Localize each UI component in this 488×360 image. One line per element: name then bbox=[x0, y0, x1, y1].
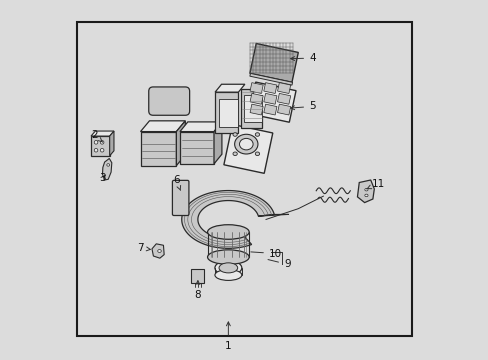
Bar bbox=[249, 104, 263, 115]
Polygon shape bbox=[244, 95, 261, 122]
Polygon shape bbox=[258, 214, 288, 216]
Polygon shape bbox=[357, 180, 373, 203]
Polygon shape bbox=[214, 122, 222, 164]
Ellipse shape bbox=[234, 134, 258, 154]
Polygon shape bbox=[180, 122, 222, 132]
Text: 9: 9 bbox=[267, 259, 290, 269]
Bar bbox=[263, 83, 276, 94]
Ellipse shape bbox=[214, 261, 241, 275]
Ellipse shape bbox=[100, 140, 104, 144]
Ellipse shape bbox=[364, 194, 367, 197]
Ellipse shape bbox=[207, 250, 249, 264]
FancyBboxPatch shape bbox=[172, 180, 188, 216]
FancyBboxPatch shape bbox=[148, 87, 189, 115]
Bar bbox=[263, 93, 276, 104]
Ellipse shape bbox=[255, 152, 259, 156]
Polygon shape bbox=[241, 89, 262, 128]
Text: 3: 3 bbox=[100, 173, 106, 183]
Ellipse shape bbox=[214, 270, 241, 280]
Bar bbox=[191, 269, 204, 283]
Text: 7: 7 bbox=[137, 243, 150, 253]
Polygon shape bbox=[91, 136, 109, 156]
Ellipse shape bbox=[364, 188, 367, 191]
Polygon shape bbox=[140, 132, 176, 166]
Ellipse shape bbox=[232, 152, 237, 156]
Text: 2: 2 bbox=[91, 130, 102, 142]
Polygon shape bbox=[91, 131, 114, 136]
Text: 10: 10 bbox=[250, 248, 282, 258]
Ellipse shape bbox=[158, 249, 161, 252]
Bar bbox=[249, 44, 298, 82]
Text: 5: 5 bbox=[290, 102, 315, 112]
Ellipse shape bbox=[255, 133, 259, 136]
Polygon shape bbox=[215, 84, 244, 92]
Bar bbox=[77, 22, 411, 336]
Polygon shape bbox=[218, 99, 238, 127]
Polygon shape bbox=[215, 92, 238, 134]
Ellipse shape bbox=[100, 148, 104, 152]
Polygon shape bbox=[176, 121, 185, 166]
Polygon shape bbox=[182, 190, 274, 248]
Ellipse shape bbox=[207, 225, 249, 239]
Ellipse shape bbox=[232, 133, 237, 136]
Bar bbox=[277, 93, 290, 104]
Text: 8: 8 bbox=[194, 281, 201, 300]
Bar bbox=[277, 83, 290, 94]
Text: 6: 6 bbox=[173, 175, 180, 190]
Polygon shape bbox=[102, 158, 112, 180]
Polygon shape bbox=[180, 132, 214, 164]
Ellipse shape bbox=[239, 138, 253, 150]
Bar bbox=[277, 104, 290, 115]
Text: 4: 4 bbox=[290, 53, 315, 63]
Polygon shape bbox=[152, 244, 164, 258]
Bar bbox=[249, 73, 292, 85]
Bar bbox=[224, 125, 272, 173]
Bar bbox=[249, 93, 263, 104]
Bar bbox=[263, 104, 276, 115]
Bar bbox=[249, 83, 263, 94]
Ellipse shape bbox=[94, 140, 98, 144]
Polygon shape bbox=[140, 121, 185, 132]
Text: 1: 1 bbox=[224, 322, 231, 351]
Ellipse shape bbox=[94, 148, 98, 152]
Bar bbox=[248, 82, 295, 122]
Ellipse shape bbox=[106, 164, 109, 166]
Ellipse shape bbox=[219, 263, 237, 273]
Polygon shape bbox=[109, 131, 114, 156]
Text: 11: 11 bbox=[366, 179, 384, 189]
